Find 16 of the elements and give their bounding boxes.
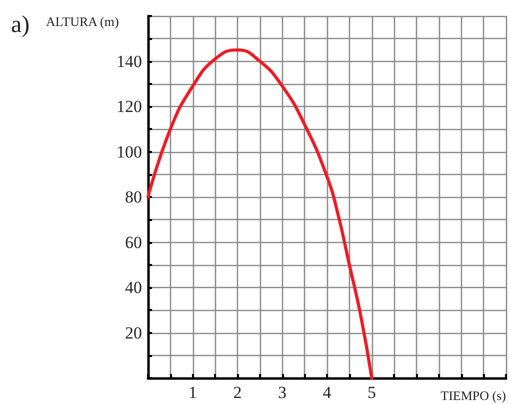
y-tick-label: 100: [116, 142, 142, 162]
x-tick-label: 4: [322, 383, 332, 402]
y-tick-label: 120: [116, 97, 142, 116]
x-tick-label: 1: [188, 383, 197, 402]
y-tick-label: 80: [125, 188, 142, 206]
x-axis-title: TIEMPO (s): [440, 388, 506, 403]
y-axis-title: ALTURA (m): [46, 14, 119, 29]
line-series: [146, 48, 374, 380]
x-tick-label: 3: [278, 383, 286, 402]
y-tick-label: 20: [125, 323, 142, 342]
y-tick-label: 40: [125, 278, 142, 297]
y-tick-label: 60: [125, 232, 142, 252]
y-tick-label: 140: [116, 52, 142, 71]
x-tick-label: 5: [368, 383, 376, 402]
chart-title: a): [11, 12, 30, 38]
x-tick-label: 2: [233, 383, 242, 402]
